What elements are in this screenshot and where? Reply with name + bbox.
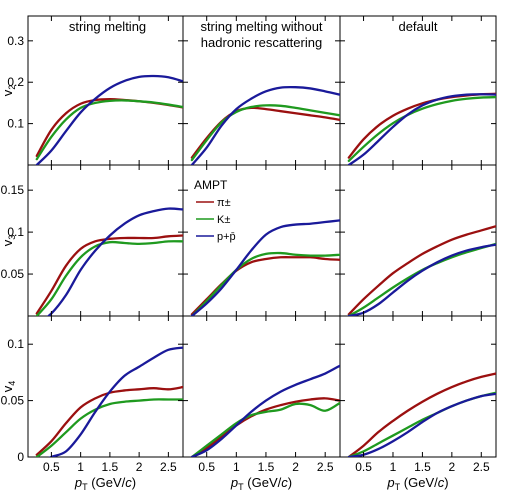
- x-tick-label: 1: [77, 460, 84, 474]
- panel-curves: [35, 207, 183, 316]
- y-tick-label: 0.1: [7, 225, 24, 239]
- series-line: [35, 240, 183, 316]
- x-tick-label: 1: [233, 460, 240, 474]
- series-line: [190, 364, 340, 457]
- x-tick-label: 1.5: [414, 460, 431, 474]
- panel-frames: [27, 15, 497, 458]
- series-line: [35, 234, 183, 315]
- series-line: [35, 385, 183, 456]
- series-line: [347, 243, 496, 316]
- panel-curves: [347, 372, 496, 457]
- legend-label: π±: [217, 197, 231, 209]
- x-tick-label: 2: [292, 460, 299, 474]
- series-line: [190, 85, 340, 165]
- y-tick-label: 0.05: [1, 267, 25, 281]
- series-line: [347, 93, 496, 165]
- x-axis-label: pT (GeV/c): [230, 475, 292, 492]
- series-line: [35, 74, 183, 165]
- panel-curves: [190, 219, 340, 316]
- legend-title: AMPT: [194, 178, 228, 192]
- panel-curves: [347, 92, 496, 165]
- x-axis-label: pT (GeV/c): [74, 475, 136, 492]
- panel-curves: [190, 85, 340, 165]
- series-line: [347, 225, 496, 316]
- series-line: [190, 251, 340, 316]
- x-tick-label: 0.5: [43, 460, 60, 474]
- y-tick-label: 0.05: [1, 394, 25, 408]
- x-tick-label: 2: [449, 460, 456, 474]
- series-line: [347, 95, 496, 163]
- series-line: [190, 401, 340, 457]
- x-tick-label: 1: [390, 460, 397, 474]
- y-tick-label: 0.2: [7, 75, 24, 89]
- x-axis-labels: 0.5 1 1.5 2 2.5 pT (GeV/c) 0.5 1 1.5 2 2.5 pT (GeV/…: [43, 460, 490, 492]
- series-line: [190, 219, 340, 316]
- x-tick-label: 0.5: [355, 460, 372, 474]
- series-line: [190, 256, 340, 316]
- panel-frame: [339, 164, 497, 317]
- series-line: [190, 104, 340, 162]
- series-line: [347, 392, 496, 457]
- y-tick-label: 0.1: [7, 117, 24, 131]
- panel-frame: [182, 315, 341, 458]
- x-tick-label: 2.5: [473, 460, 490, 474]
- curves: [35, 74, 496, 457]
- y-tick-label: 0.3: [7, 34, 24, 48]
- panel-curves: [35, 74, 183, 165]
- x-tick-label: 2.5: [317, 460, 334, 474]
- panel-curves: [190, 364, 340, 457]
- x-axis-label: pT (GeV/c): [386, 475, 448, 492]
- legend-label: p+p̄: [217, 231, 236, 243]
- series-line: [48, 346, 183, 457]
- panel-frame: [339, 15, 497, 166]
- series-line: [347, 372, 496, 457]
- series-line: [190, 106, 340, 159]
- y-axis-label: v2: [0, 85, 17, 97]
- series-line: [35, 398, 183, 457]
- x-tick-label: 2.5: [160, 460, 177, 474]
- panel-frame: [27, 315, 184, 458]
- x-tick-label: 2: [136, 460, 143, 474]
- legend: AMPT π± K± p+p̄: [194, 178, 236, 243]
- x-tick-label: 1.5: [258, 460, 275, 474]
- column-titles: string melting string melting withouthadr…: [69, 19, 438, 50]
- y-axis-label: v4: [0, 381, 17, 393]
- column-title: hadronic rescattering: [201, 35, 322, 50]
- series-line: [190, 397, 340, 457]
- y-tick-label: 0.1: [7, 337, 24, 351]
- panel-frame: [339, 315, 497, 458]
- column-title: default: [398, 19, 437, 34]
- series-line: [35, 99, 183, 161]
- y-axis-label: v3: [0, 235, 17, 247]
- x-tick-label: 1.5: [102, 460, 119, 474]
- panel-curves: [347, 225, 496, 316]
- axes: 0.1 0.2 0.3 v2 0.05 0.1 0.15 v3 0 0.05 0.1 v4: [0, 16, 496, 464]
- column-title: string melting: [69, 19, 146, 34]
- y-tick-label: 0: [17, 450, 24, 464]
- x-tick-label: 0.5: [198, 460, 215, 474]
- y-tick-label: 0.15: [1, 183, 25, 197]
- legend-label: K±: [217, 214, 230, 226]
- panel-curves: [35, 346, 183, 457]
- column-title: string melting without: [200, 19, 322, 34]
- series-line: [46, 207, 183, 316]
